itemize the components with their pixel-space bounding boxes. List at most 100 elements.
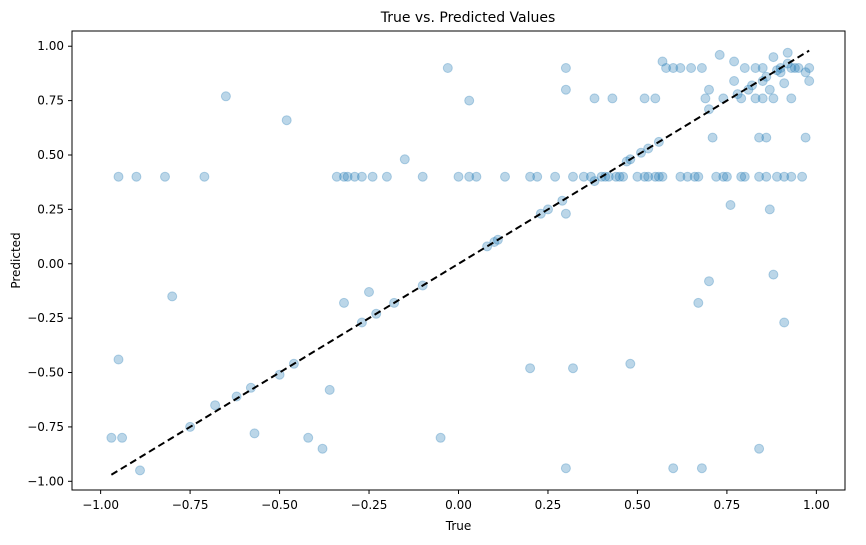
data-point [500,171,510,182]
y-tick-label: −0.25 [27,311,64,325]
data-point [106,432,117,443]
data-point [578,171,589,182]
data-point [417,171,428,182]
data-point [707,132,718,143]
data-point [768,52,779,63]
data-point [725,200,736,210]
data-point [442,63,453,73]
data-point [757,63,768,73]
data-point [793,63,804,73]
data-point [532,171,543,182]
data-point [560,63,571,73]
data-point [668,63,679,73]
data-point [560,463,571,474]
data-point [560,84,571,95]
data-point [399,154,410,165]
data-point [625,358,636,369]
data-point [639,171,650,182]
data-point [700,93,711,104]
data-point [568,363,578,374]
data-point [210,400,221,411]
data-point [772,171,782,182]
data-point [704,84,714,95]
data-point [657,171,668,182]
data-point [750,93,761,104]
data-point [632,171,643,182]
data-point [356,317,367,328]
x-tick-label: 0.25 [535,498,562,512]
data-point [779,171,790,182]
data-point [768,93,779,104]
data-point [761,132,772,143]
data-point [754,443,765,454]
data-point [704,276,714,287]
data-point [342,171,353,182]
y-tick-label: 0.50 [37,148,64,162]
data-point [736,171,747,182]
x-axis-ticks: −1.00 −0.75 −0.50 −0.25 0.00 0.25 0.50 0.75 1.00 [82,490,830,512]
data-point [303,432,314,443]
data-point [464,171,475,182]
data-point [453,171,464,182]
data-point [757,93,768,104]
data-point [618,171,629,182]
data-point [754,132,765,143]
data-point [557,195,568,206]
data-point [757,76,768,86]
data-point [736,93,747,104]
data-point [754,171,765,182]
data-point [435,432,446,443]
x-tick-label: −1.00 [82,498,119,512]
data-point [714,49,725,60]
x-tick-label: 0.50 [624,498,651,512]
data-point [786,63,797,73]
data-point [739,171,750,182]
data-point [281,115,292,126]
data-point [693,171,704,182]
data-point [525,171,536,182]
data-point [696,63,707,73]
data-point [113,171,124,182]
x-tick-label: 0.75 [714,498,741,512]
y-axis-label: Predicted [9,232,23,288]
data-point [585,171,596,182]
x-axis-label: True [445,519,472,533]
data-point [339,171,349,182]
data-point [800,132,811,143]
data-point [364,287,374,297]
data-point [668,463,679,474]
data-point [317,443,328,454]
y-tick-label: 0.25 [37,202,64,216]
data-point [764,204,775,215]
data-point [331,171,342,182]
data-point [761,171,772,182]
data-point [661,63,672,73]
data-point [199,171,210,182]
data-point [782,47,793,58]
data-point [804,63,815,73]
data-point [249,428,260,439]
data-point [160,171,170,182]
y-tick-label: −1.00 [27,474,64,488]
data-point [689,171,700,182]
data-point [729,56,740,67]
data-point [682,171,693,182]
data-point [657,56,668,67]
chart-title: True vs. Predicted Values [380,10,556,26]
y-axis-ticks: −1.00 −0.75 −0.50 −0.25 0.00 0.25 0.50 0.75 1.00 [27,39,72,488]
data-point [356,171,367,182]
data-point [686,63,697,73]
data-point [568,171,578,182]
data-point [367,171,378,182]
data-point [711,171,722,182]
data-point [614,171,625,182]
x-tick-label: 1.00 [803,498,830,512]
data-point [786,93,797,104]
y-tick-label: −0.75 [27,420,64,434]
data-point [589,93,600,104]
data-point [764,84,775,95]
data-point [639,93,650,104]
x-tick-label: −0.25 [351,498,388,512]
x-tick-label: −0.50 [261,498,298,512]
data-point [550,171,561,182]
